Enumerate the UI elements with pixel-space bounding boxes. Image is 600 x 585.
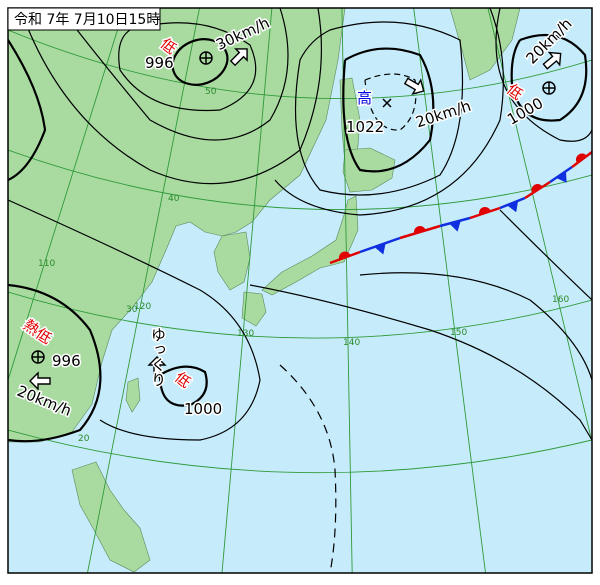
grid-label: 120 — [134, 302, 151, 312]
grid-label: 150 — [450, 328, 467, 338]
latitude-line — [8, 29, 592, 99]
warm-symbol — [414, 226, 426, 234]
title-box — [7, 7, 161, 31]
grid-label: 140 — [343, 338, 360, 348]
cold-symbol — [374, 243, 386, 255]
arrows — [29, 48, 562, 391]
cold-symbol — [556, 171, 567, 183]
latitude-line — [8, 291, 592, 339]
isobar — [171, 38, 229, 86]
longitude-line — [221, 8, 273, 573]
isobar — [8, 199, 261, 441]
pressure: 996 — [52, 352, 81, 370]
isobar — [19, 8, 323, 185]
grid-label: 110 — [38, 259, 55, 269]
pressure: 996 — [145, 54, 174, 72]
isobar — [279, 364, 337, 573]
symbols — [31, 51, 556, 364]
grid-label: 30 — [126, 305, 138, 315]
cold-symbol — [449, 220, 461, 232]
grid-label: 50 — [205, 87, 217, 97]
warm-symbol — [479, 207, 491, 215]
stationary-front — [329, 151, 592, 265]
isobar — [510, 33, 588, 122]
isobar — [158, 365, 208, 407]
isobar — [495, 8, 592, 142]
isobar — [359, 272, 592, 381]
grid-label: 160 — [552, 295, 569, 305]
grid-label: 40 — [168, 194, 180, 204]
isobar — [274, 8, 504, 216]
frame — [7, 7, 593, 574]
cold-symbol — [506, 200, 519, 213]
grid-label: 130 — [237, 329, 254, 339]
pressure: 1022 — [346, 118, 384, 136]
longitude-line — [86, 8, 200, 573]
isobar — [499, 209, 592, 301]
isobar — [364, 73, 417, 131]
longitude-line — [487, 8, 592, 444]
isobar — [59, 8, 289, 141]
warm-symbol — [531, 184, 543, 194]
isobar — [118, 22, 257, 112]
isobars — [8, 8, 592, 573]
title: 令和 7年 7月10日15時 — [14, 12, 160, 28]
longitude-line — [413, 8, 486, 573]
isobar — [294, 21, 464, 196]
isobar — [249, 284, 592, 441]
latitude-line — [8, 429, 592, 474]
longitude-line — [341, 8, 353, 573]
isobar — [342, 47, 435, 173]
warm-symbol — [339, 251, 351, 260]
pressure: 1000 — [184, 400, 222, 418]
warm-symbol — [576, 153, 587, 164]
latitude-line — [8, 149, 592, 211]
graticule-labels: 50 40 30 20 110 120 130 140 150 160 — [38, 87, 569, 444]
isobar — [8, 283, 102, 443]
system-kind: 高 — [357, 89, 372, 107]
front-segment — [524, 180, 551, 200]
grid-label: 20 — [78, 434, 90, 444]
isobar — [8, 39, 47, 182]
movement: ゆっくり — [149, 327, 167, 387]
